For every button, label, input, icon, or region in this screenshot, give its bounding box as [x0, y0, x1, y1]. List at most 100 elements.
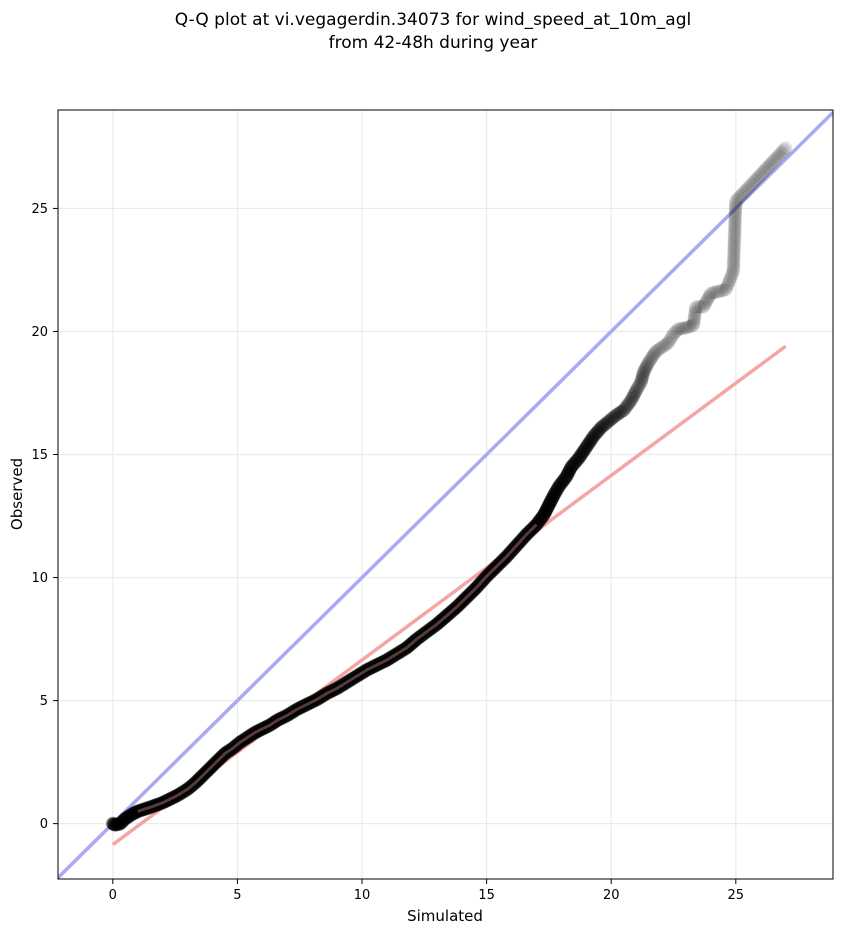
x-tick-label: 10 — [354, 888, 371, 903]
qq-point — [663, 333, 677, 347]
y-tick-label: 25 — [31, 202, 48, 217]
y-axis-label: Observed — [8, 458, 26, 530]
qq-point — [670, 324, 684, 338]
plot-frame — [57, 109, 834, 880]
qq-point — [642, 353, 657, 368]
x-tick-label: 5 — [233, 888, 241, 903]
qq-point — [740, 182, 754, 196]
qq-point — [728, 221, 742, 235]
qq-point — [632, 377, 647, 392]
qq-point — [629, 383, 644, 398]
qq-point — [668, 325, 682, 339]
qq-point — [653, 342, 667, 356]
qq-point — [592, 422, 607, 437]
qq-point — [728, 230, 742, 244]
qq-point — [580, 438, 595, 453]
qq-point — [727, 238, 741, 252]
qq-point — [689, 300, 703, 314]
qq-point — [567, 456, 582, 471]
qq-point — [665, 329, 679, 343]
qq-point — [764, 157, 778, 171]
qq-point — [728, 206, 742, 220]
qq-point — [767, 153, 781, 167]
qq-point — [717, 283, 731, 297]
qq-point — [559, 469, 574, 484]
qq-point — [589, 425, 604, 440]
qq-point — [685, 319, 699, 333]
qq-point — [636, 365, 651, 380]
scatter-points — [105, 141, 793, 832]
qq-point — [660, 337, 674, 351]
qq-point — [638, 361, 653, 376]
qq-point — [754, 168, 768, 182]
qq-point — [640, 357, 655, 372]
qq-point — [634, 374, 649, 389]
qq-point — [594, 420, 609, 435]
qq-point — [647, 348, 661, 362]
qq-point — [728, 209, 742, 223]
qq-point — [679, 321, 693, 335]
qq-point — [727, 242, 741, 256]
qq-point — [628, 385, 643, 400]
qq-point — [597, 417, 612, 432]
y-tick-label: 15 — [31, 448, 48, 463]
qq-point — [588, 427, 603, 442]
qq-point — [585, 430, 600, 445]
qq-point — [605, 411, 620, 426]
qq-point — [637, 363, 652, 378]
qq-point — [635, 370, 650, 385]
qq-point — [697, 298, 711, 312]
qq-point — [649, 344, 663, 358]
qq-point — [703, 288, 717, 302]
qq-point — [622, 395, 637, 410]
qq-point — [681, 320, 695, 334]
qq-point — [726, 259, 740, 273]
qq-point — [723, 273, 737, 287]
qq-point — [734, 189, 748, 203]
qq-point — [662, 336, 676, 350]
qq-point — [641, 355, 656, 370]
qq-point — [727, 247, 741, 261]
qq-point — [683, 320, 697, 334]
qq-point — [554, 475, 569, 490]
qq-point — [739, 183, 753, 197]
qq-point — [677, 321, 691, 335]
qq-point — [586, 429, 601, 444]
qq-point — [591, 423, 606, 438]
qq-point — [749, 173, 763, 187]
qq-point — [724, 271, 738, 285]
qq-point — [730, 192, 744, 206]
qq-point — [729, 199, 743, 213]
qq-point — [686, 318, 700, 332]
qq-point — [719, 283, 733, 297]
qq-point — [728, 213, 742, 227]
qq-point — [722, 276, 736, 290]
qq-point — [728, 211, 742, 225]
qq-point — [742, 180, 756, 194]
qq-point — [574, 447, 589, 462]
qq-point — [728, 223, 742, 237]
qq-point — [673, 322, 687, 336]
qq-point — [561, 465, 576, 480]
fit-overlay-on-points — [137, 523, 538, 813]
qq-point — [726, 264, 740, 278]
qq-point — [687, 314, 701, 328]
qq-point — [720, 280, 734, 294]
y-tick-label: 10 — [31, 571, 48, 586]
qq-point — [579, 440, 594, 455]
qq-point — [700, 294, 714, 308]
qq-point — [735, 187, 749, 201]
qq-point — [619, 399, 634, 414]
qq-point — [726, 262, 740, 276]
qq-point — [614, 404, 629, 419]
qq-point — [772, 148, 786, 162]
qq-point — [607, 409, 622, 424]
qq-point — [727, 252, 741, 266]
qq-point — [727, 233, 741, 247]
qq-point — [728, 228, 742, 242]
y-tick-label: 0 — [40, 817, 48, 832]
qq-point — [575, 445, 590, 460]
qq-point — [627, 387, 642, 402]
qq-point — [584, 432, 599, 447]
qq-point — [729, 196, 743, 210]
